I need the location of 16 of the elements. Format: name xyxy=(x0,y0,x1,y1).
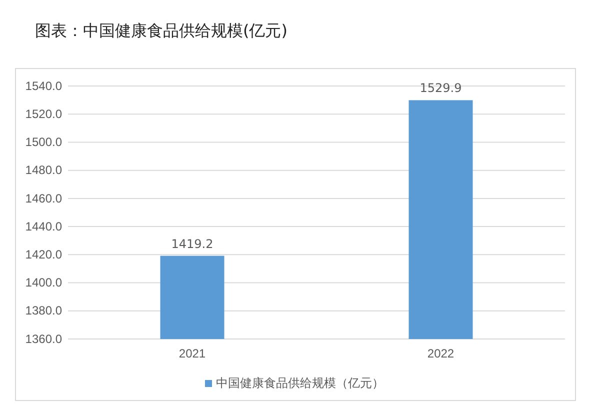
x-tick-label: 2022 xyxy=(427,346,454,361)
y-tick-label: 1460.0 xyxy=(25,191,62,206)
y-tick-label: 1480.0 xyxy=(25,163,62,178)
y-tick-label: 1380.0 xyxy=(25,304,62,318)
chart-title: 图表：中国健康食品供给规模(亿元) xyxy=(35,21,288,40)
y-tick-label: 1360.0 xyxy=(25,332,62,346)
y-tick-label: 1400.0 xyxy=(25,276,62,290)
y-tick-label: 1540.0 xyxy=(25,78,62,93)
y-tick-label: 1420.0 xyxy=(25,248,62,262)
data-label: 1529.9 xyxy=(420,81,462,96)
data-label: 1419.2 xyxy=(171,236,214,251)
y-tick-label: 1500.0 xyxy=(25,135,62,150)
x-tick-label: 2021 xyxy=(178,346,206,361)
legend-label: 中国健康食品供给规模（亿元） xyxy=(216,376,384,390)
y-tick-label: 1520.0 xyxy=(25,106,62,121)
y-tick-label: 1440.0 xyxy=(25,219,62,234)
